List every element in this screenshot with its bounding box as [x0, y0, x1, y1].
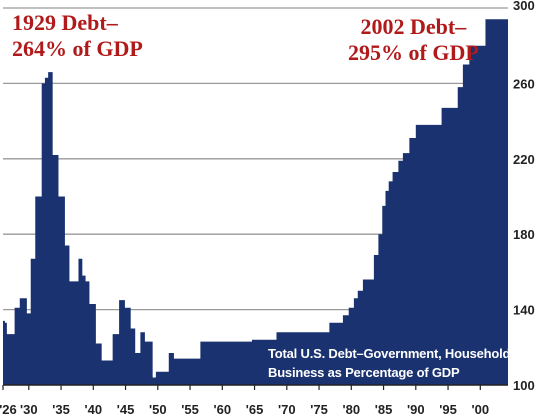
y-tick-label: 180: [513, 227, 535, 242]
x-tick-label: '00: [472, 402, 490, 417]
x-tick-label: '90: [407, 402, 425, 417]
x-tick-label: '75: [310, 402, 328, 417]
chart-footnote: Total U.S. Debt–Government, Household, B…: [268, 344, 514, 382]
x-tick-label: '60: [214, 402, 232, 417]
x-tick-label: '80: [343, 402, 361, 417]
annotation-1929-line1: 1929 Debt–: [12, 10, 118, 35]
x-tick-label: '35: [52, 402, 70, 417]
y-tick-label: 100: [513, 378, 535, 393]
footnote-line2: Business as Percentage of GDP: [268, 365, 460, 380]
footnote-line1: Total U.S. Debt–Government, Household,: [268, 346, 514, 361]
x-tick-label: '65: [246, 402, 264, 417]
y-axis-ticks: 100 140 180 220 260 300: [513, 0, 535, 393]
x-tick-label: '50: [149, 402, 167, 417]
y-tick-label: 260: [513, 76, 535, 91]
x-tick-label: '95: [439, 402, 457, 417]
x-axis-ticks: '26'30 '35 '40 '45 '50 '55 '60 '65 '70 '75 '80 '85 '…: [0, 385, 489, 417]
debt-area-series: [3, 19, 508, 386]
x-tick-label: '85: [375, 402, 393, 417]
x-tick-label: '40: [85, 402, 103, 417]
annotation-2002: 2002 Debt– 295% of GDP: [348, 14, 479, 66]
x-tick-label: '55: [181, 402, 199, 417]
x-tick-label: '26: [0, 402, 17, 417]
y-tick-label: 220: [513, 152, 535, 167]
annotation-2002-line1: 2002 Debt–: [360, 14, 467, 39]
x-tick-label: '30: [20, 402, 38, 417]
annotation-1929-line2: 264% of GDP: [12, 36, 143, 61]
x-tick-label: '45: [117, 402, 135, 417]
y-tick-label: 300: [513, 0, 535, 13]
annotation-1929: 1929 Debt– 264% of GDP: [12, 10, 143, 62]
annotation-2002-line2: 295% of GDP: [348, 40, 479, 65]
x-tick-label: '70: [278, 402, 296, 417]
y-tick-label: 140: [513, 303, 535, 318]
